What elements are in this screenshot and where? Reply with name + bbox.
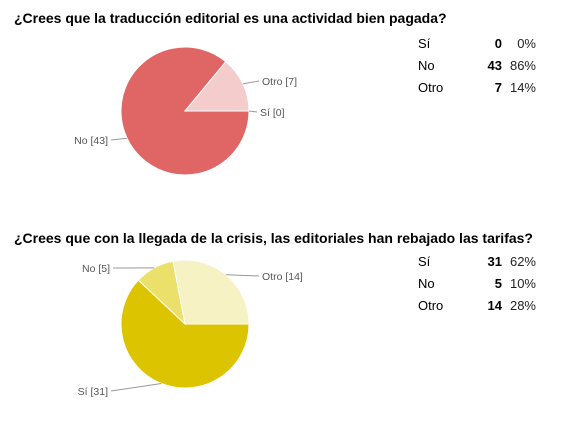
table-row: Otro 7 14%	[418, 76, 536, 98]
question-title: ¿Crees que la traducción editorial es un…	[14, 10, 447, 26]
table-row: Sí 31 62%	[418, 250, 536, 272]
table-row: Sí 0 0%	[418, 32, 536, 54]
pie-chart: Sí [0] No [43] Otro [7]	[74, 46, 297, 176]
option-percent: 0%	[517, 35, 536, 51]
option-percent: 62%	[509, 253, 536, 269]
option-label: Otro	[418, 297, 444, 313]
slice-label: Sí [31]	[78, 386, 108, 398]
pie-chart: Sí [31] No [5] Otro [14]	[78, 259, 303, 398]
option-count: 0	[494, 35, 502, 51]
option-count: 14	[487, 297, 502, 313]
option-percent: 86%	[509, 57, 536, 73]
option-label: No	[418, 275, 435, 291]
option-label: No	[418, 57, 435, 73]
question-title: ¿Crees que con la llegada de la crisis, …	[14, 230, 533, 246]
pie-slice-otro	[172, 259, 250, 325]
option-label: Otro	[418, 79, 444, 95]
option-percent: 10%	[509, 275, 536, 291]
slice-label: No [43]	[74, 135, 108, 147]
option-label: Sí	[418, 253, 431, 269]
slice-label: Sí [0]	[260, 107, 285, 119]
option-percent: 28%	[509, 297, 536, 313]
option-count: 5	[494, 275, 502, 291]
results-table: Sí 31 62% No 5 10% Otro 14 28%	[418, 250, 536, 316]
pie-slice-otro	[183, 60, 250, 112]
question-1: ¿Crees que la traducción editorial es un…	[0, 0, 565, 200]
option-count: 43	[487, 57, 502, 73]
leader-line	[110, 383, 162, 392]
question-2: ¿Crees que con la llegada de la crisis, …	[0, 220, 565, 420]
leader-line	[225, 274, 260, 277]
leader-line	[242, 80, 260, 85]
option-count: 31	[487, 253, 502, 269]
results-table: Sí 0 0% No 43 86% Otro 7 14%	[418, 32, 536, 98]
option-label: Sí	[418, 35, 431, 51]
option-percent: 14%	[509, 79, 536, 95]
option-count: 7	[494, 79, 502, 95]
leader-line	[248, 110, 258, 113]
table-row: No 43 86%	[418, 54, 536, 76]
table-row: No 5 10%	[418, 272, 536, 294]
slice-label: Otro [14]	[262, 271, 303, 283]
leader-line	[110, 137, 128, 141]
slice-label: No [5]	[82, 263, 110, 275]
table-row: Otro 14 28%	[418, 294, 536, 316]
slice-label: Otro [7]	[262, 76, 297, 88]
pie-slice-s	[120, 279, 250, 389]
